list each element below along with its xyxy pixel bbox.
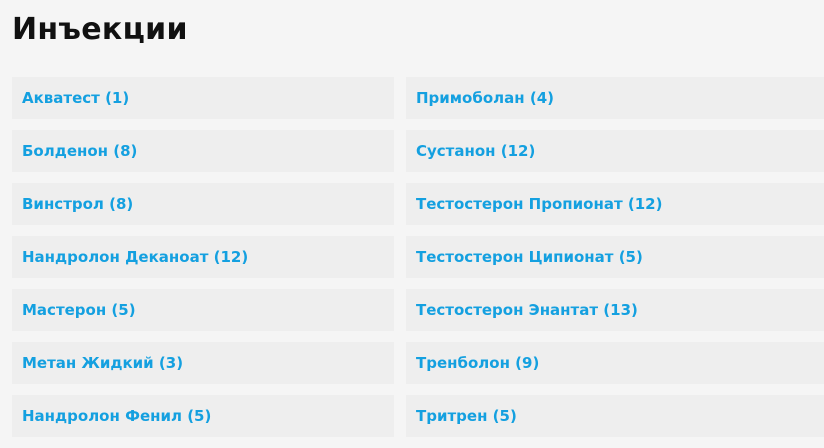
category-link[interactable]: Тренболон (9) <box>406 342 824 384</box>
category-list-left: Акватест (1) Болденон (8) Винстрол (8) Н… <box>12 77 394 448</box>
category-link[interactable]: Нандролон Деканоат (12) <box>12 236 394 278</box>
category-link[interactable]: Мастерон (5) <box>12 289 394 331</box>
category-link[interactable]: Тестостерон Ципионат (5) <box>406 236 824 278</box>
category-link[interactable]: Тритрен (5) <box>406 395 824 437</box>
category-link[interactable]: Винстрол (8) <box>12 183 394 225</box>
category-link[interactable]: Тестостерон Пропионат (12) <box>406 183 824 225</box>
category-link[interactable]: Примоболан (4) <box>406 77 824 119</box>
category-list-right: Примоболан (4) Сустанон (12) Тестостерон… <box>406 77 824 448</box>
page-title: Инъекции <box>12 12 188 47</box>
category-link[interactable]: Тестостерон Энантат (13) <box>406 289 824 331</box>
category-link[interactable]: Метан Жидкий (3) <box>12 342 394 384</box>
category-link[interactable]: Сустанон (12) <box>406 130 824 172</box>
category-link[interactable]: Нандролон Фенил (5) <box>12 395 394 437</box>
category-link[interactable]: Акватест (1) <box>12 77 394 119</box>
category-link[interactable]: Болденон (8) <box>12 130 394 172</box>
